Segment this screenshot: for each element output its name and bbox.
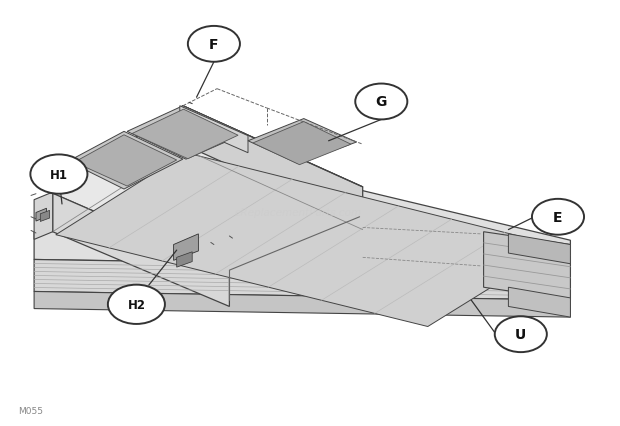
Polygon shape bbox=[127, 106, 245, 160]
Polygon shape bbox=[74, 135, 177, 187]
Polygon shape bbox=[34, 260, 570, 300]
Polygon shape bbox=[248, 119, 356, 164]
Polygon shape bbox=[177, 252, 192, 268]
Text: eReplacementParts.com: eReplacementParts.com bbox=[234, 208, 361, 218]
Polygon shape bbox=[132, 110, 238, 159]
Polygon shape bbox=[68, 132, 183, 190]
Circle shape bbox=[355, 84, 407, 120]
Text: U: U bbox=[515, 328, 526, 341]
Polygon shape bbox=[34, 193, 53, 240]
Text: M055: M055 bbox=[19, 406, 43, 415]
Text: G: G bbox=[376, 95, 387, 109]
Circle shape bbox=[495, 317, 547, 352]
Polygon shape bbox=[34, 149, 570, 268]
Polygon shape bbox=[174, 234, 198, 261]
Polygon shape bbox=[34, 292, 570, 317]
Polygon shape bbox=[56, 153, 558, 327]
Text: H2: H2 bbox=[127, 298, 146, 311]
Polygon shape bbox=[183, 106, 363, 226]
Polygon shape bbox=[484, 232, 570, 300]
Circle shape bbox=[30, 155, 87, 194]
Circle shape bbox=[532, 199, 584, 235]
Polygon shape bbox=[40, 211, 50, 222]
Polygon shape bbox=[36, 209, 46, 222]
Circle shape bbox=[188, 27, 240, 63]
Circle shape bbox=[108, 285, 165, 324]
Polygon shape bbox=[253, 122, 351, 165]
Polygon shape bbox=[53, 194, 229, 307]
Polygon shape bbox=[508, 234, 570, 264]
Polygon shape bbox=[53, 106, 363, 271]
Text: H1: H1 bbox=[50, 168, 68, 181]
Text: F: F bbox=[209, 38, 219, 52]
Polygon shape bbox=[180, 106, 248, 153]
Polygon shape bbox=[508, 288, 570, 317]
Text: E: E bbox=[553, 210, 563, 224]
